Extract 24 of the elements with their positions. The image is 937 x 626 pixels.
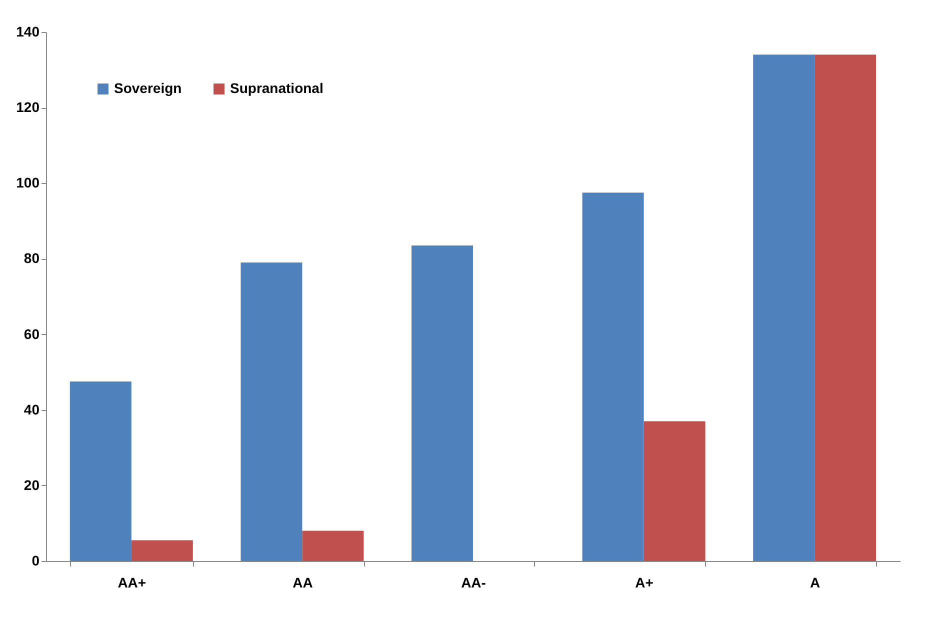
y-tick-label: 40 [24,401,40,418]
legend-label: Sovereign [114,80,182,96]
bar [70,382,132,561]
x-tick-label: AA- [461,574,486,590]
bar [644,421,706,561]
x-tick-label: AA [292,574,313,590]
y-tick-label: 100 [16,174,40,191]
bar [412,245,473,561]
y-tick-label: 60 [24,326,40,342]
bar [814,54,876,561]
bar [131,540,193,561]
bar [753,54,815,561]
y-tick-label: 0 [32,552,40,568]
y-tick-label: 80 [24,250,40,266]
x-tick-label: A [810,574,820,590]
bar [302,530,364,561]
bar [240,262,302,561]
x-tick-label: A+ [635,574,654,590]
y-tick-label: 140 [16,24,40,40]
x-tick-label: AA+ [118,574,146,590]
legend-label: Supranational [230,80,324,96]
y-tick-label: 120 [16,99,40,116]
y-tick-label: 20 [24,476,40,493]
bar [582,192,644,561]
